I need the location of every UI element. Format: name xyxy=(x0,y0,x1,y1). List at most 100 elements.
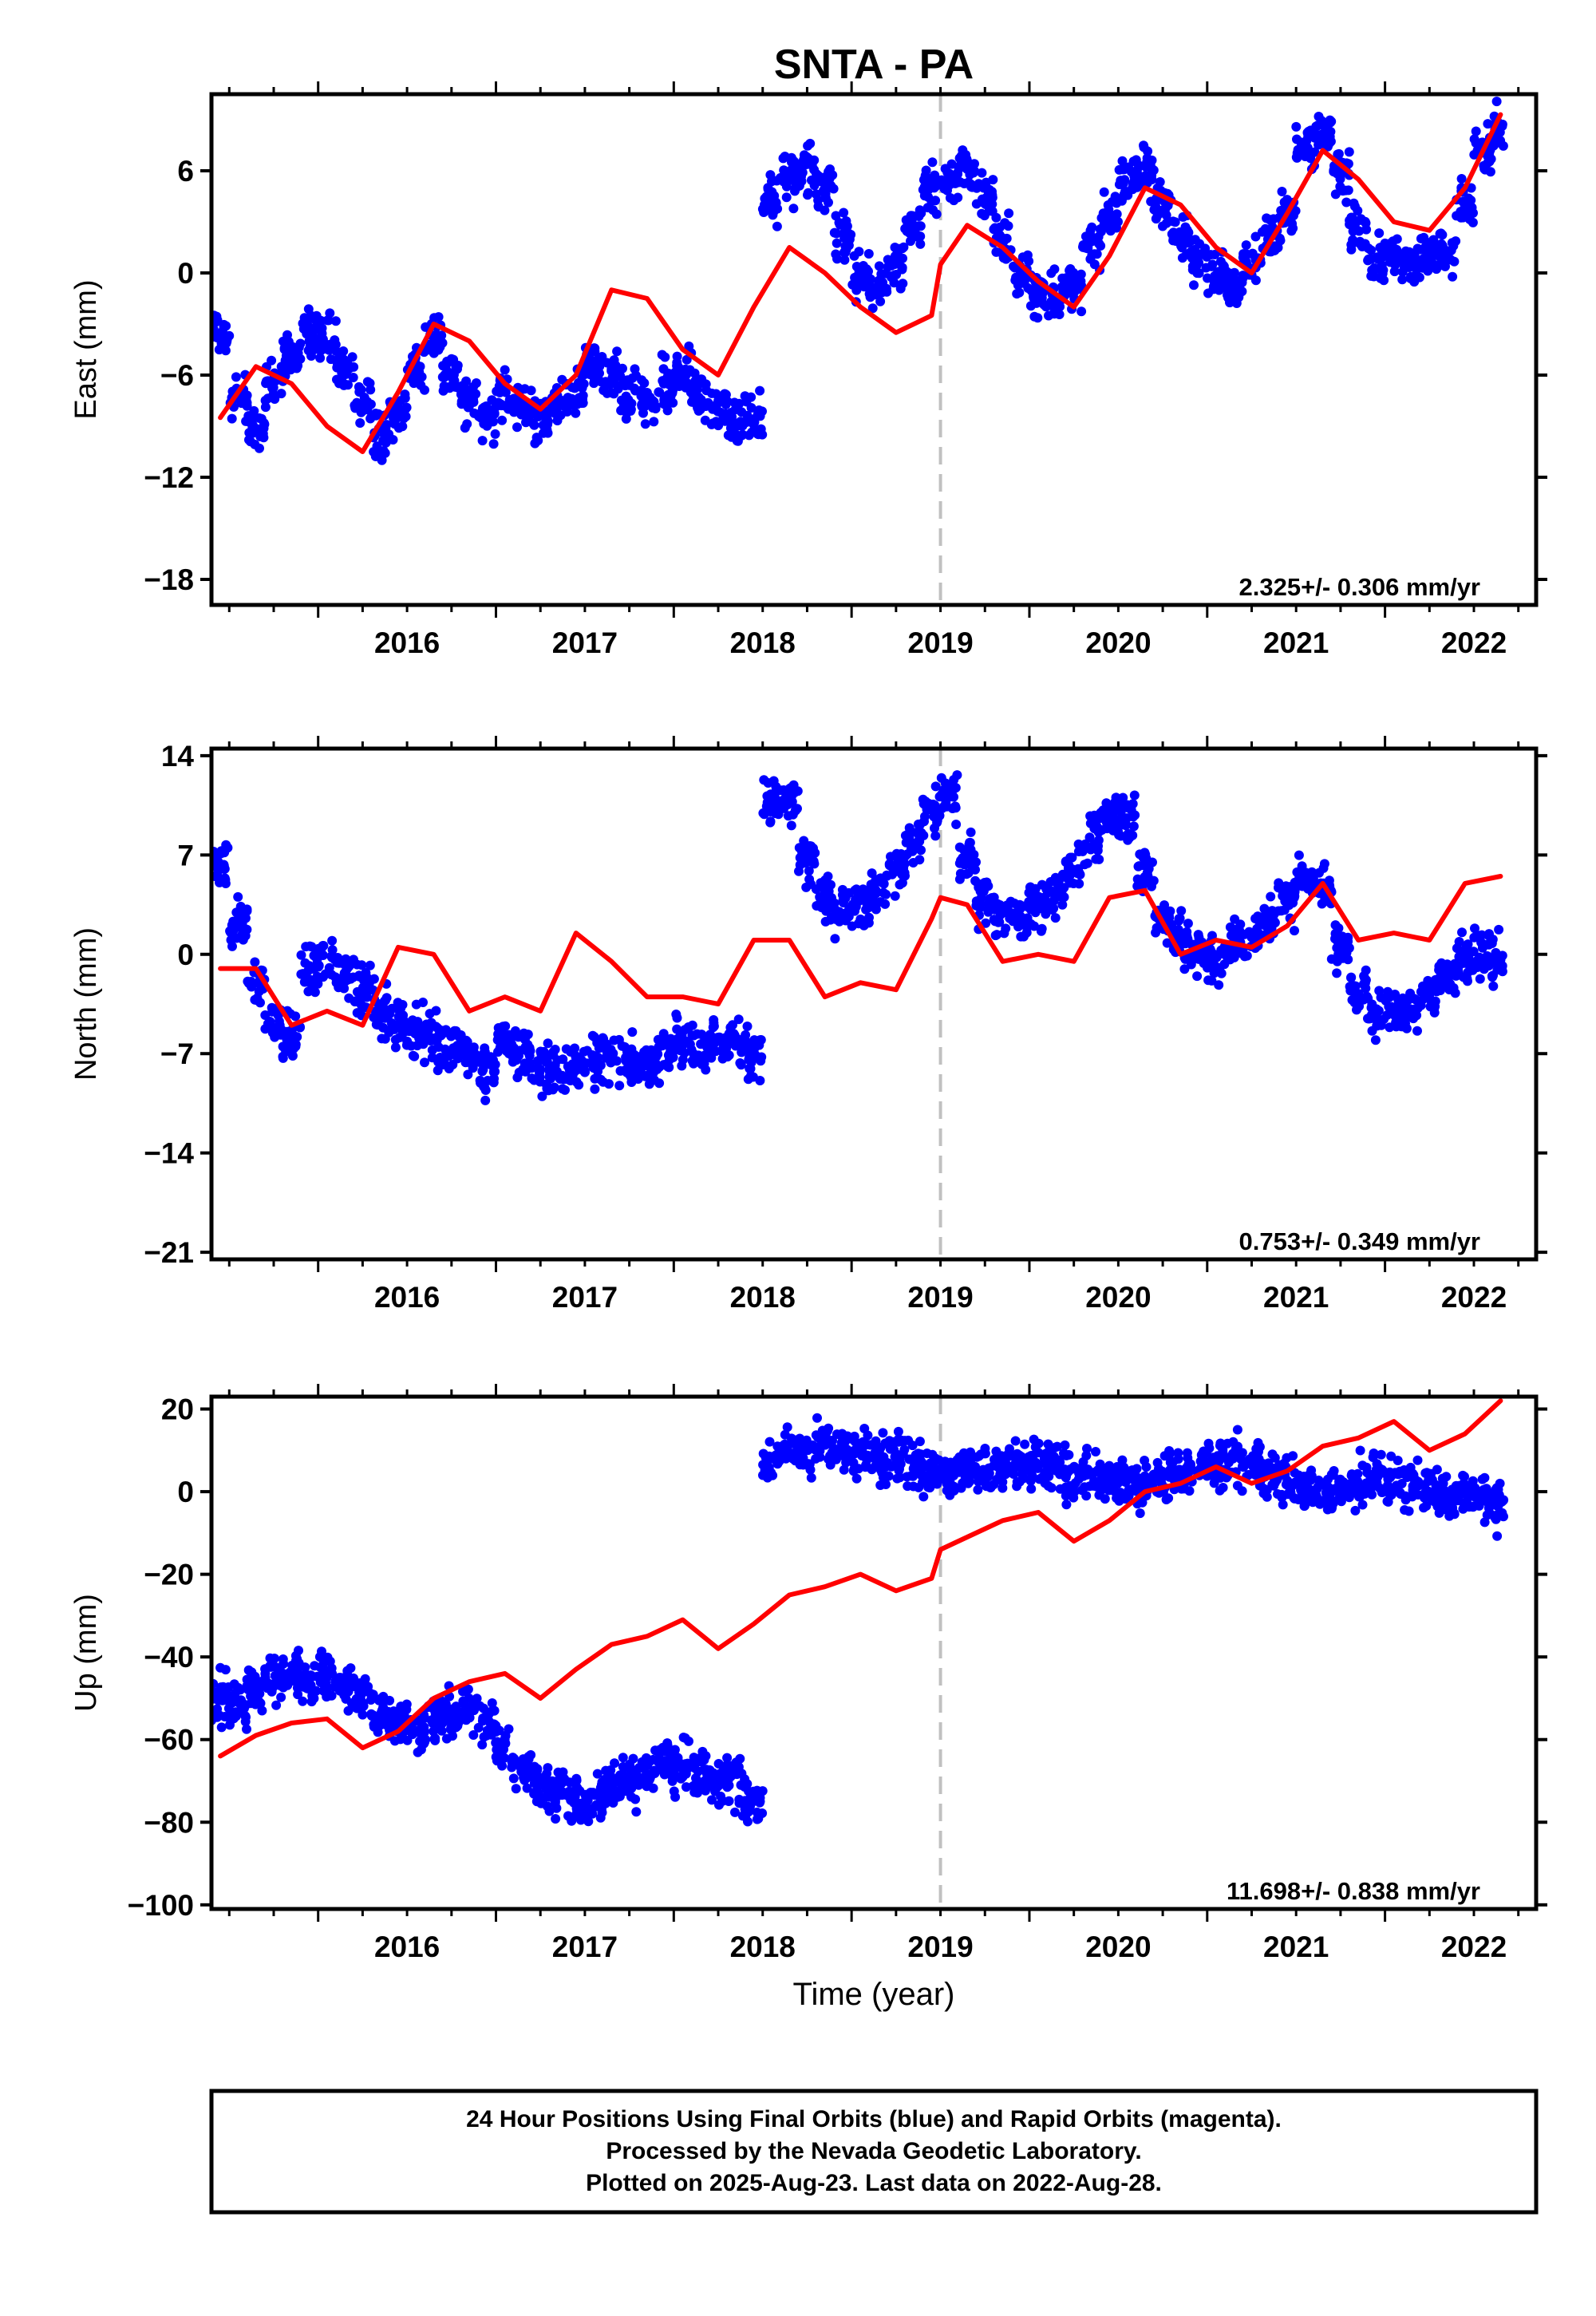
data-point xyxy=(867,1464,877,1475)
data-point xyxy=(570,383,580,393)
data-point xyxy=(728,429,738,440)
data-point xyxy=(1215,256,1226,267)
data-point xyxy=(211,330,221,340)
data-point xyxy=(776,796,787,806)
data-point xyxy=(1491,947,1501,958)
data-point xyxy=(1132,168,1143,179)
data-point xyxy=(509,407,519,417)
data-point xyxy=(412,1041,422,1051)
data-point xyxy=(259,419,270,429)
data-point xyxy=(743,1040,753,1050)
data-point xyxy=(405,1018,416,1028)
data-point xyxy=(1140,175,1150,185)
data-point xyxy=(1231,298,1242,308)
data-point xyxy=(1343,185,1353,196)
data-point xyxy=(697,1746,708,1757)
data-point xyxy=(604,1767,614,1777)
data-point xyxy=(1341,947,1352,958)
data-point xyxy=(681,1782,691,1792)
data-point xyxy=(914,211,924,221)
data-point xyxy=(393,402,403,412)
data-point xyxy=(898,279,908,289)
data-point xyxy=(1149,204,1159,215)
data-point xyxy=(1124,162,1133,172)
data-point xyxy=(895,1464,904,1474)
data-point xyxy=(1016,931,1026,942)
data-point xyxy=(599,377,610,388)
data-point xyxy=(254,986,264,997)
data-point xyxy=(824,173,835,184)
data-points xyxy=(211,97,1508,465)
data-point xyxy=(1349,219,1360,230)
data-point xyxy=(427,1714,437,1725)
data-point xyxy=(1274,878,1284,888)
data-point xyxy=(829,227,839,238)
data-point xyxy=(429,348,439,358)
data-point xyxy=(365,385,376,395)
data-point xyxy=(755,385,765,396)
data-point xyxy=(1389,267,1400,277)
data-point xyxy=(374,1695,384,1705)
data-point xyxy=(915,855,925,865)
data-point xyxy=(1216,968,1227,978)
data-point xyxy=(1032,903,1042,914)
y-tick-label: −21 xyxy=(144,1236,194,1269)
data-point xyxy=(609,1035,619,1045)
data-point xyxy=(495,1745,505,1755)
data-point xyxy=(502,1046,512,1057)
data-point xyxy=(755,1035,765,1045)
data-point xyxy=(473,1722,484,1733)
data-point xyxy=(1370,1035,1381,1045)
data-point xyxy=(1446,245,1456,255)
data-point xyxy=(495,1030,505,1041)
data-point xyxy=(398,413,409,424)
data-point xyxy=(960,848,970,858)
data-point xyxy=(647,395,658,405)
data-point xyxy=(690,377,701,387)
data-point xyxy=(427,1053,437,1063)
data-point xyxy=(500,1734,510,1745)
data-point xyxy=(670,367,681,377)
data-point xyxy=(500,365,510,375)
data-point xyxy=(1310,147,1320,157)
data-point xyxy=(433,312,444,322)
data-point xyxy=(759,809,769,820)
data-point xyxy=(1369,265,1379,275)
data-point xyxy=(1495,127,1505,137)
data-point xyxy=(743,1816,753,1827)
data-point xyxy=(595,1812,606,1823)
data-point xyxy=(952,770,962,781)
data-point xyxy=(338,1673,349,1683)
data-point xyxy=(354,971,365,982)
data-point xyxy=(1267,222,1278,232)
data-point xyxy=(1114,830,1124,840)
data-point xyxy=(219,322,229,332)
data-point xyxy=(1311,121,1321,132)
data-point xyxy=(687,397,697,407)
data-point xyxy=(1087,250,1097,260)
data-point xyxy=(713,1781,723,1792)
data-point xyxy=(322,315,333,326)
data-point xyxy=(868,1452,879,1463)
data-point xyxy=(1011,275,1021,285)
data-point xyxy=(479,1081,489,1092)
data-point xyxy=(878,1428,888,1438)
data-point xyxy=(332,374,342,385)
data-point xyxy=(652,1064,662,1074)
data-point xyxy=(1147,881,1156,891)
data-point xyxy=(512,422,522,433)
data-point xyxy=(479,419,489,429)
data-point xyxy=(1031,287,1041,297)
data-point xyxy=(829,898,839,908)
data-point xyxy=(564,1073,575,1084)
data-point xyxy=(1116,807,1126,817)
data-point xyxy=(776,172,785,183)
data-point xyxy=(260,1010,271,1020)
data-point xyxy=(430,1705,440,1716)
data-point xyxy=(626,1792,636,1802)
data-point xyxy=(799,150,809,160)
data-point xyxy=(1349,198,1359,208)
data-point xyxy=(1487,972,1498,982)
data-point xyxy=(290,354,301,364)
data-point xyxy=(832,238,842,248)
